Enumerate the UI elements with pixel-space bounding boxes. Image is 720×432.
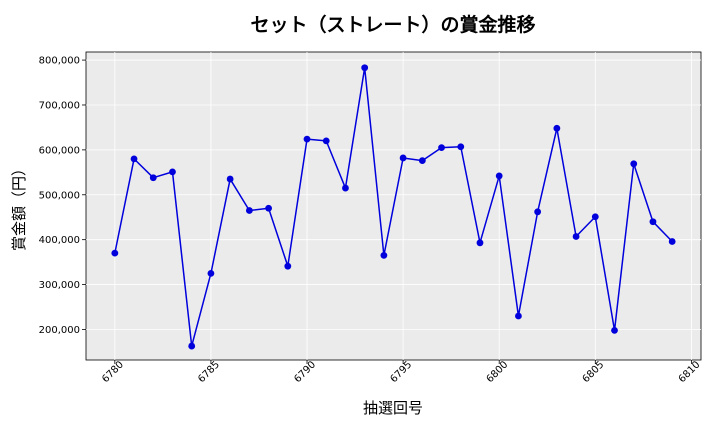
data-point bbox=[188, 342, 196, 350]
data-point bbox=[591, 213, 599, 221]
x-tick-label: 6805 bbox=[581, 359, 607, 385]
x-tick-label: 6810 bbox=[677, 359, 703, 385]
data-point bbox=[284, 262, 292, 270]
y-tick-label: 400,000 bbox=[39, 235, 80, 246]
data-point bbox=[553, 124, 561, 132]
data-point bbox=[515, 312, 522, 320]
grid-lines bbox=[86, 52, 701, 360]
data-point bbox=[342, 184, 349, 192]
data-point bbox=[611, 326, 618, 334]
data-point bbox=[572, 233, 580, 240]
data-point bbox=[495, 172, 503, 180]
series-line bbox=[114, 66, 673, 347]
data-point bbox=[380, 251, 388, 259]
data-point bbox=[207, 269, 215, 277]
data-point bbox=[265, 204, 272, 212]
data-point bbox=[457, 143, 465, 151]
y-tick-label: 800,000 bbox=[39, 56, 80, 67]
y-tick-label: 500,000 bbox=[39, 190, 80, 201]
data-point bbox=[418, 157, 426, 165]
x-tick-label: 6780 bbox=[100, 359, 126, 385]
data-point bbox=[399, 154, 407, 162]
chart-title: セット（ストレート）の賞金推移 bbox=[250, 13, 535, 36]
x-tick-label: 6790 bbox=[292, 359, 318, 385]
y-axis-ticks: 200,000 300,000 400,000 500,000 600,000 700,0… bbox=[39, 56, 86, 336]
data-point bbox=[668, 238, 676, 245]
x-tick-label: 6795 bbox=[388, 359, 414, 385]
data-point bbox=[322, 137, 330, 145]
x-axis-title: 抽選回号 bbox=[363, 399, 423, 417]
data-point bbox=[630, 160, 638, 168]
data-point bbox=[149, 174, 157, 182]
data-point bbox=[169, 168, 176, 176]
data-point bbox=[438, 144, 445, 152]
data-point bbox=[649, 218, 657, 226]
y-axis-title: 賞金額（円） bbox=[10, 161, 28, 251]
x-tick-label: 6800 bbox=[485, 359, 511, 385]
y-tick-label: 200,000 bbox=[39, 325, 80, 336]
y-tick-label: 300,000 bbox=[39, 280, 80, 291]
x-axis-ticks: 6780 6785 6790 6795 6800 6805 6810 bbox=[100, 359, 702, 385]
data-point bbox=[534, 208, 542, 216]
y-tick-label: 700,000 bbox=[39, 100, 80, 111]
data-point bbox=[476, 239, 484, 247]
data-point bbox=[361, 64, 369, 72]
data-point bbox=[111, 249, 119, 257]
data-point bbox=[226, 175, 234, 183]
data-point bbox=[303, 135, 311, 143]
data-point bbox=[245, 207, 253, 214]
x-tick-label: 6785 bbox=[196, 359, 222, 385]
y-tick-label: 600,000 bbox=[39, 145, 80, 156]
data-point bbox=[130, 155, 138, 163]
series-layer bbox=[111, 64, 676, 350]
